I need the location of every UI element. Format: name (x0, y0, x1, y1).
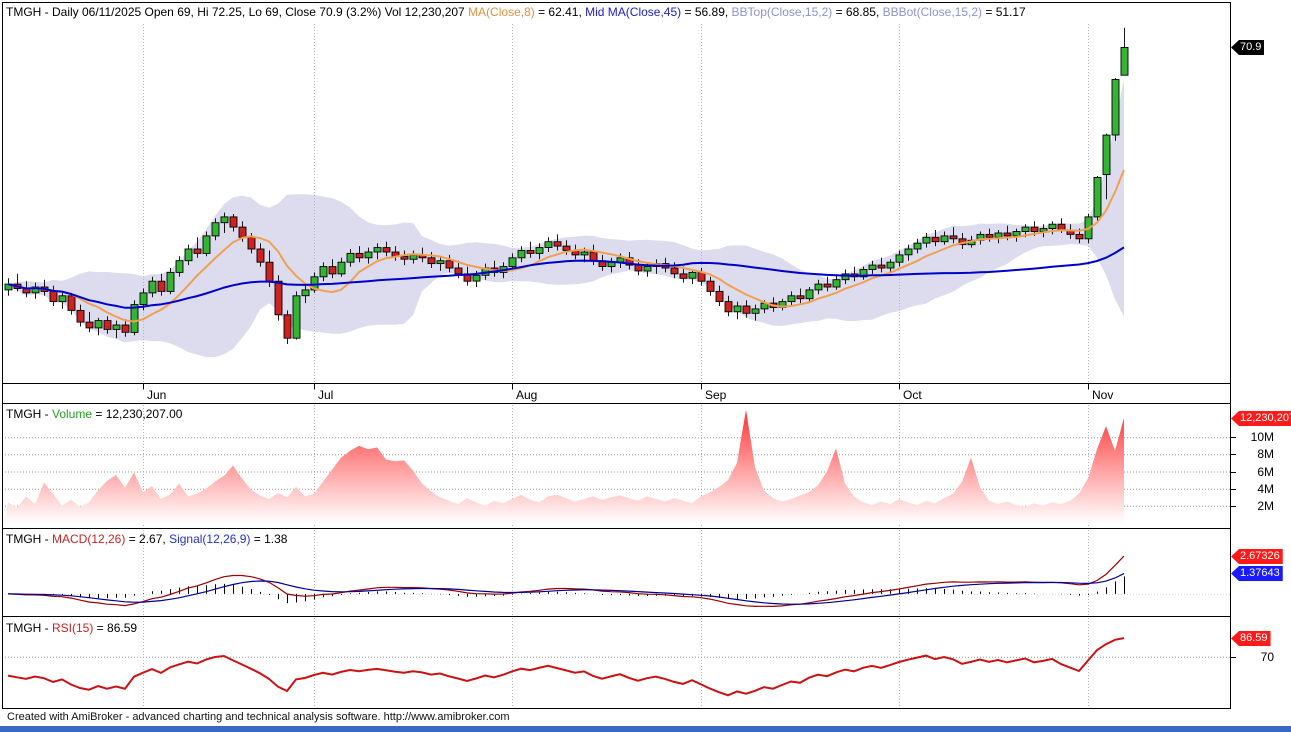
title-segment: RSI(15) (52, 621, 94, 635)
volume-axis-tag: 12,230,207 (1231, 411, 1291, 426)
rsi-axis-tag: 86.59 (1231, 631, 1271, 646)
price-axis-tag: 70.9 (1231, 40, 1265, 55)
title-segment: TMGH - (6, 407, 52, 421)
volume-area (4, 409, 1124, 523)
volume-pane-title: TMGH - Volume = 12,230,207.00 (6, 407, 182, 421)
macd-histogram (17, 576, 1125, 604)
macd-axis-tag: 2.67326 (1231, 549, 1283, 564)
title-segment: Signal(12,26,9) (169, 532, 251, 546)
title-segment: MACD(12,26) (52, 532, 126, 546)
month-label: Oct (903, 388, 922, 402)
title-segment: = 12,230,207.00 (92, 407, 183, 421)
date-axis-labels: Jun Jul Aug Sep Oct Nov (143, 383, 1113, 402)
rsi-pane-plot[interactable] (2, 618, 1231, 708)
volume-tick-label: 4M (1257, 482, 1274, 496)
title-segment: BBTop(Close,15,2) (731, 5, 833, 19)
title-segment: Volume (52, 407, 93, 421)
rsi-pane-title: TMGH - RSI(15) = 86.59 (6, 621, 137, 635)
month-label: Sep (705, 388, 727, 402)
title-segment: BBBot(Close,15,2) (882, 5, 983, 19)
price-pane-title: TMGH - Daily 06/11/2025 Open 69, Hi 72.2… (6, 5, 1026, 19)
month-label: Nov (1092, 388, 1113, 402)
title-segment: Mid MA(Close,45) (585, 5, 682, 19)
volume-tick-label: 10M (1250, 430, 1274, 444)
rsi-tick-label: 70 (1260, 650, 1274, 664)
title-segment: MA(Close,8) (468, 5, 535, 19)
date-axis[interactable] (2, 384, 1231, 403)
title-segment: = 68.85, (832, 5, 883, 19)
title-segment: TMGH - Daily 06/11/2025 Open 69, Hi 72.2… (6, 5, 469, 19)
title-segment: TMGH - (6, 532, 52, 546)
title-segment: = 62.41, (534, 5, 586, 19)
month-label: Aug (516, 388, 537, 402)
price-pane-plot[interactable] (2, 4, 1231, 382)
axis-tick-mark (1230, 506, 1236, 507)
signal-axis-tag: 1.37643 (1231, 566, 1283, 581)
axis-tick-mark (1230, 437, 1236, 438)
volume-pane-plot[interactable] (2, 405, 1231, 528)
chart-canvas[interactable]: Jun Jul Aug Sep Oct Nov (2, 2, 1231, 709)
title-segment: = 2.67, (125, 532, 170, 546)
status-bar: Created with AmiBroker - advanced charti… (7, 711, 510, 723)
pane-frame (2, 2, 1231, 709)
month-label: Jun (147, 388, 166, 402)
title-segment: = 86.59 (93, 621, 138, 635)
macd-pane-title: TMGH - MACD(12,26) = 2.67, Signal(12,26,… (6, 532, 287, 546)
volume-tick-label: 8M (1257, 447, 1274, 461)
title-segment: = 1.38 (250, 532, 288, 546)
title-segment: = 56.89, (681, 5, 732, 19)
axis-tick-mark (1230, 472, 1236, 473)
axis-tick-mark (1230, 454, 1236, 455)
axis-tick-mark (1230, 657, 1236, 658)
title-segment: = 51.17 (982, 5, 1026, 19)
axis-tick-mark (1230, 489, 1236, 490)
month-label: Jul (318, 388, 333, 402)
volume-tick-label: 2M (1257, 499, 1274, 513)
title-segment: TMGH - (6, 621, 52, 635)
right-axis-gutter[interactable] (1229, 2, 1291, 709)
bottom-resize-bar (0, 726, 1291, 732)
volume-tick-label: 6M (1257, 465, 1274, 479)
